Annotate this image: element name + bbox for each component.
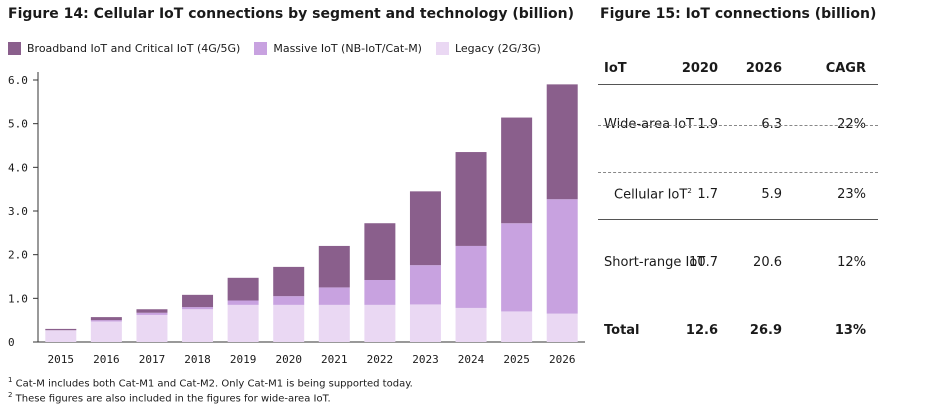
bar-segment: [227, 304, 259, 342]
fig15-title: Figure 15: IoT connections (billion): [600, 6, 877, 22]
bar-segment: [318, 245, 350, 288]
x-tick-label: 2025: [503, 353, 530, 366]
bar-segment: [455, 245, 487, 308]
bar-segment: [409, 304, 441, 342]
legend-item-massive: Massive IoT (NB-IoT/Cat-M): [254, 42, 422, 55]
table-header-rule: [598, 84, 878, 85]
legend-swatch-massive: [254, 42, 268, 55]
x-tick-label: 2021: [321, 353, 348, 366]
y-tick-label: 0: [8, 336, 15, 349]
table-row-divider: [598, 172, 878, 173]
bar-segment: [501, 117, 533, 224]
x-tick-label: 2026: [549, 353, 576, 366]
bar-segment: [409, 265, 441, 305]
stacked-bar-chart: 0 1.0 2.0 3.0 4.0 5.0 6.0 2015 2016 2017 2018 2019 2…: [8, 72, 585, 366]
table-row-divider: [598, 125, 878, 126]
bar-segment: [318, 287, 350, 305]
bar-segment: [364, 304, 396, 342]
fig14-title: Figure 14: Cellular IoT connections by s…: [8, 6, 574, 22]
footnote-1: 1 Cat-M includes both Cat-M1 and Cat-M2.…: [8, 376, 413, 390]
y-tick-label: 5.0: [8, 118, 28, 131]
bar-segment: [364, 223, 396, 280]
legend-label-broadband: Broadband IoT and Critical IoT (4G/5G): [27, 42, 241, 55]
chart-legend: Broadband IoT and Critical IoT (4G/5G) M…: [8, 42, 555, 55]
bar-segment: [455, 152, 487, 246]
bar-segment: [455, 307, 487, 342]
bar-segment: [227, 300, 259, 305]
table-header-row: IoT 2020 2026 CAGR: [598, 58, 878, 80]
bar-segment: [136, 309, 168, 313]
bar-segment: [136, 314, 168, 342]
table-row: Short-range IoT 10.7 20.6 12%: [604, 255, 866, 270]
x-tick-label: 2022: [367, 353, 394, 366]
bar-segment: [136, 312, 168, 315]
legend-label-legacy: Legacy (2G/3G): [454, 42, 541, 55]
bar-segment: [546, 84, 578, 200]
bar-segment: [501, 223, 533, 312]
x-tick-label: 2023: [412, 353, 439, 366]
table-total-row: Total 12.6 26.9 13%: [604, 323, 866, 338]
bar-segment: [182, 294, 214, 308]
table-total-rule: [598, 219, 878, 220]
y-tick-label: 3.0: [8, 205, 28, 218]
bar-segment: [273, 296, 305, 305]
y-tick-label: 1.0: [8, 292, 28, 305]
bar-segment: [318, 304, 350, 342]
bar-segment: [501, 311, 533, 342]
bar-segment: [364, 279, 396, 305]
bar-segment: [409, 191, 441, 266]
x-tick-label: 2024: [458, 353, 485, 366]
bar-segment: [273, 266, 305, 297]
bar-segment: [90, 320, 122, 322]
legend-label-massive: Massive IoT (NB-IoT/Cat-M): [273, 42, 422, 55]
table-row: Cellular IoT2 1.7 5.9 23%: [614, 187, 866, 203]
bar-segment: [45, 330, 77, 342]
x-tick-label: 2020: [275, 353, 302, 366]
header-2020: 2020: [681, 61, 718, 76]
bar-segment: [45, 328, 77, 331]
header-cagr: CAGR: [825, 61, 866, 76]
bar-segment: [90, 317, 122, 321]
legend-item-broadband: Broadband IoT and Critical IoT (4G/5G): [8, 42, 240, 55]
bar-segment: [90, 321, 122, 342]
x-tick-label: 2016: [93, 353, 120, 366]
header-2026: 2026: [745, 61, 782, 76]
legend-swatch-broadband: [8, 42, 21, 55]
x-tick-label: 2019: [230, 353, 257, 366]
bar-segment: [227, 277, 259, 301]
y-tick-label: 2.0: [8, 249, 28, 262]
bar-segment: [182, 307, 214, 310]
bar-segment: [182, 309, 214, 342]
bar-segment: [546, 199, 578, 314]
bar-segment: [546, 313, 578, 342]
footnote-2: 2 These figures are also included in the…: [8, 391, 331, 405]
iot-connections-table: IoT 2020 2026 CAGR Wide-area IoT 1.9 6.3…: [598, 52, 878, 338]
x-tick-label: 2015: [48, 353, 75, 366]
legend-swatch-legacy: [435, 42, 449, 55]
legend-item-legacy: Legacy (2G/3G): [435, 42, 541, 55]
header-iot: IoT: [604, 61, 627, 76]
y-tick-label: 6.0: [8, 74, 28, 87]
x-tick-label: 2018: [184, 353, 211, 366]
y-tick-label: 4.0: [8, 161, 28, 174]
bar-segment: [273, 304, 305, 342]
table-row: Wide-area IoT 1.9 6.3 22%: [604, 117, 866, 132]
x-tick-label: 2017: [139, 353, 166, 366]
